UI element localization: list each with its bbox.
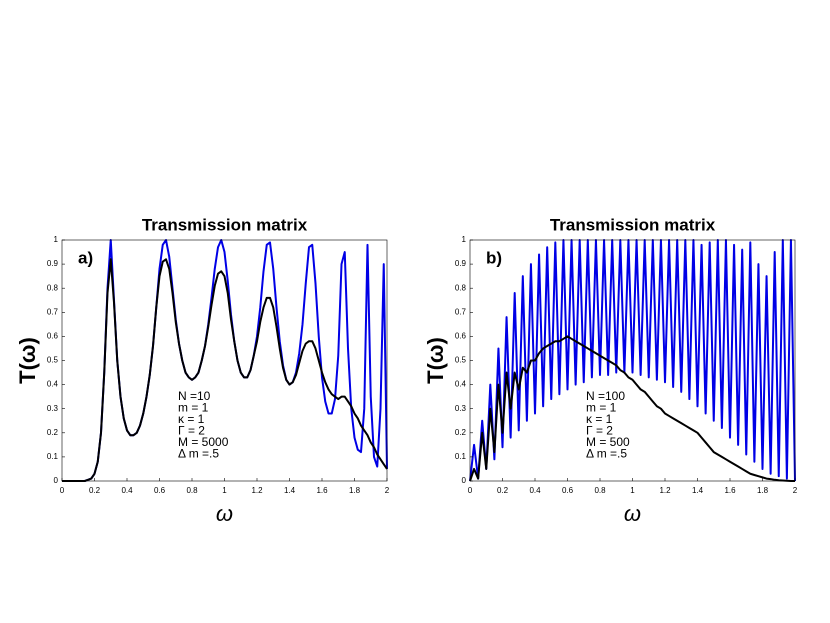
y-tick-label: 0	[462, 476, 467, 485]
x-tick-label: 0.6	[562, 486, 574, 495]
x-tick-label: 0	[468, 486, 473, 495]
y-tick-label: 0.6	[47, 332, 59, 341]
annotation: κ = 1	[586, 412, 613, 426]
y-tick-label: 0.5	[47, 356, 59, 365]
annotation: Γ = 2	[178, 424, 205, 438]
line-series	[469, 335, 795, 482]
annotation: Γ = 2	[586, 424, 613, 438]
y-tick-label: 0.8	[455, 283, 467, 292]
y-tick-label: 1	[54, 235, 59, 244]
y-tick-label: 0.5	[455, 356, 467, 365]
y-axis-label: T(ω)	[15, 337, 40, 384]
x-tick-label: 0.4	[121, 486, 133, 495]
x-tick-label: 0.2	[497, 486, 509, 495]
y-tick-label: 0.6	[455, 332, 467, 341]
y-tick-label: 0.9	[455, 259, 467, 268]
line-series	[469, 239, 796, 482]
x-tick-label: 1	[222, 486, 227, 495]
x-tick-label: 1.2	[659, 486, 671, 495]
x-tick-label: 2	[793, 486, 798, 495]
y-tick-label: 0.1	[47, 452, 59, 461]
x-tick-label: 0.4	[529, 486, 541, 495]
x-tick-label: 0.2	[89, 486, 101, 495]
y-tick-label: 0	[54, 476, 59, 485]
x-tick-label: 0	[60, 486, 65, 495]
annotation: m = 1	[178, 401, 209, 415]
panel-label: a)	[78, 248, 93, 267]
y-tick-label: 1	[462, 235, 467, 244]
y-tick-label: 0.2	[455, 428, 467, 437]
x-tick-label: 1.8	[349, 486, 361, 495]
y-tick-label: 0.3	[47, 404, 59, 413]
x-axis-label: ω	[624, 501, 641, 526]
y-tick-label: 0.7	[455, 307, 467, 316]
line-series	[62, 258, 388, 482]
annotation: M = 500	[586, 435, 630, 449]
y-tick-label: 0.2	[47, 428, 59, 437]
y-tick-label: 0.4	[47, 380, 59, 389]
x-tick-label: 1.2	[251, 486, 263, 495]
annotation: N =10	[178, 389, 211, 403]
x-axis-label: ω	[216, 501, 233, 526]
annotation: κ = 1	[178, 412, 205, 426]
x-tick-label: 0.8	[594, 486, 606, 495]
y-tick-label: 0.4	[455, 380, 467, 389]
y-tick-label: 0.8	[47, 283, 59, 292]
chart-title: Transmission matrix	[142, 215, 308, 234]
x-tick-label: 2	[385, 486, 390, 495]
x-tick-label: 1.8	[757, 486, 769, 495]
x-tick-label: 0.6	[154, 486, 166, 495]
annotation: Δ m =.5	[586, 447, 627, 461]
x-tick-label: 1.4	[284, 486, 296, 495]
x-tick-label: 1.6	[724, 486, 736, 495]
y-axis-label: T(ω)	[423, 337, 448, 384]
chart-title: Transmission matrix	[550, 215, 716, 234]
x-tick-label: 1.4	[692, 486, 704, 495]
annotation: M = 5000	[178, 435, 229, 449]
annotation: m = 1	[586, 401, 617, 415]
x-tick-label: 1.6	[316, 486, 328, 495]
x-tick-label: 1	[630, 486, 635, 495]
y-tick-label: 0.9	[47, 259, 59, 268]
y-tick-label: 0.3	[455, 404, 467, 413]
annotation: Δ m =.5	[178, 447, 219, 461]
x-tick-label: 0.8	[186, 486, 198, 495]
annotation: N =100	[586, 389, 625, 403]
y-tick-label: 0.1	[455, 452, 467, 461]
y-tick-label: 0.7	[47, 307, 59, 316]
panel-label: b)	[486, 248, 502, 267]
